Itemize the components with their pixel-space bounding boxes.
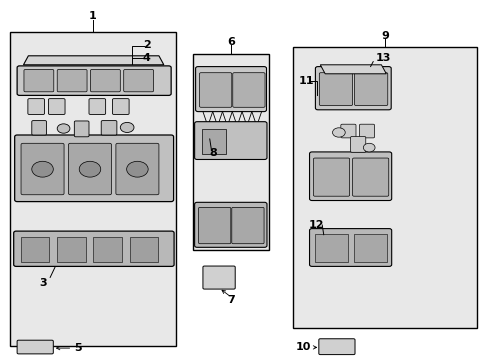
Text: 2: 2 xyxy=(142,40,150,50)
FancyBboxPatch shape xyxy=(17,66,171,95)
Circle shape xyxy=(363,143,374,152)
Bar xyxy=(353,234,386,262)
Bar xyxy=(314,234,347,262)
Bar xyxy=(193,54,268,250)
Text: 7: 7 xyxy=(227,294,234,305)
Circle shape xyxy=(32,161,53,177)
Text: 11: 11 xyxy=(298,76,313,86)
Text: 12: 12 xyxy=(308,220,324,230)
FancyBboxPatch shape xyxy=(232,73,264,107)
Bar xyxy=(21,237,49,262)
FancyBboxPatch shape xyxy=(194,202,266,247)
FancyBboxPatch shape xyxy=(203,266,235,289)
FancyBboxPatch shape xyxy=(89,99,105,114)
FancyBboxPatch shape xyxy=(350,136,365,152)
FancyBboxPatch shape xyxy=(231,207,264,244)
Circle shape xyxy=(79,161,101,177)
Text: 3: 3 xyxy=(39,278,47,288)
FancyBboxPatch shape xyxy=(14,231,174,266)
FancyBboxPatch shape xyxy=(340,124,355,138)
FancyBboxPatch shape xyxy=(352,158,388,196)
FancyBboxPatch shape xyxy=(354,73,387,105)
Text: 13: 13 xyxy=(375,53,390,63)
Text: 8: 8 xyxy=(209,148,217,158)
FancyBboxPatch shape xyxy=(48,99,65,114)
Polygon shape xyxy=(320,65,386,74)
FancyBboxPatch shape xyxy=(318,339,354,355)
Circle shape xyxy=(126,161,148,177)
FancyBboxPatch shape xyxy=(24,69,54,92)
FancyBboxPatch shape xyxy=(21,143,64,195)
FancyBboxPatch shape xyxy=(17,340,53,354)
FancyBboxPatch shape xyxy=(315,67,390,110)
FancyBboxPatch shape xyxy=(313,158,349,196)
FancyBboxPatch shape xyxy=(195,67,266,112)
Text: 9: 9 xyxy=(380,31,388,41)
Text: 6: 6 xyxy=(226,37,235,48)
FancyBboxPatch shape xyxy=(101,121,117,135)
Polygon shape xyxy=(23,56,163,65)
FancyBboxPatch shape xyxy=(319,73,352,105)
FancyBboxPatch shape xyxy=(15,135,173,202)
FancyBboxPatch shape xyxy=(123,69,153,92)
Circle shape xyxy=(120,122,134,132)
FancyBboxPatch shape xyxy=(112,99,129,114)
Text: 4: 4 xyxy=(142,53,150,63)
FancyBboxPatch shape xyxy=(90,69,120,92)
Bar xyxy=(293,47,476,328)
FancyBboxPatch shape xyxy=(198,207,230,244)
Circle shape xyxy=(332,128,345,137)
Bar xyxy=(57,237,85,262)
Bar xyxy=(129,237,158,262)
Circle shape xyxy=(57,124,70,133)
Bar xyxy=(93,237,122,262)
FancyBboxPatch shape xyxy=(28,99,44,114)
Text: 10: 10 xyxy=(295,342,310,352)
Text: 5: 5 xyxy=(74,343,82,353)
FancyBboxPatch shape xyxy=(32,121,46,135)
Bar xyxy=(202,129,226,154)
FancyBboxPatch shape xyxy=(309,229,391,266)
FancyBboxPatch shape xyxy=(68,143,111,195)
FancyBboxPatch shape xyxy=(57,69,87,92)
FancyBboxPatch shape xyxy=(74,121,89,137)
FancyBboxPatch shape xyxy=(199,73,231,107)
FancyBboxPatch shape xyxy=(359,124,374,138)
FancyBboxPatch shape xyxy=(309,152,391,201)
Text: 1: 1 xyxy=(89,11,97,21)
Bar xyxy=(10,32,176,346)
FancyBboxPatch shape xyxy=(116,143,159,195)
FancyBboxPatch shape xyxy=(194,122,266,159)
